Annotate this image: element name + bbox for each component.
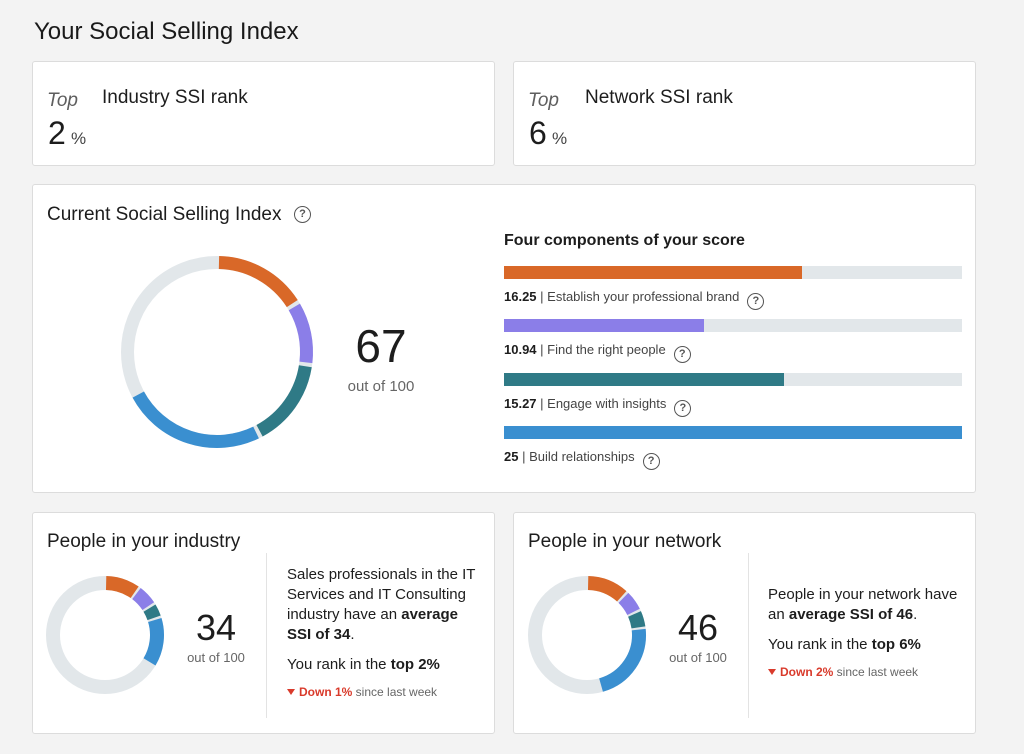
industry-rank-label: Industry SSI rank — [102, 87, 248, 108]
component-bar-fill — [504, 266, 802, 279]
industry-rank-card: Top Industry SSI rank 2 % — [32, 61, 495, 166]
donut-segment — [132, 588, 155, 611]
components-title: Four components of your score — [504, 232, 745, 249]
network-score: 46 — [677, 607, 719, 648]
donut-segment — [218, 256, 298, 308]
current-ssi-card: Current Social Selling Index ? 67 out of… — [32, 184, 976, 493]
down-arrow-icon — [287, 689, 295, 695]
industry-card: People in your industry 34 out of 100 Sa… — [32, 512, 495, 734]
component-label: 25 | Build relationships? — [504, 449, 660, 470]
component-bar-fill — [504, 319, 705, 332]
page-title: Your Social Selling Index — [34, 18, 299, 45]
industry-description: Sales professionals in the IT Services a… — [287, 566, 476, 643]
component-bar-track — [504, 319, 962, 332]
industry-score: 34 — [195, 607, 237, 648]
donut-segment — [618, 592, 640, 616]
component-bar-fill — [504, 426, 962, 439]
question-circle-icon[interactable]: ? — [642, 453, 660, 470]
industry-rank-value: 2 — [48, 115, 66, 151]
network-rank-value: 6 — [529, 115, 547, 151]
network-score-sub: out of 100 — [669, 650, 727, 665]
network-divider — [748, 553, 749, 718]
component-bar-track — [504, 266, 962, 279]
question-circle-icon[interactable]: ? — [747, 293, 765, 310]
industry-divider — [266, 553, 267, 718]
industry-trend: Down 1% since last week — [287, 685, 437, 699]
donut-segment — [143, 618, 164, 666]
donut-segment — [105, 576, 139, 599]
donut-segment — [256, 364, 312, 437]
component-bar-fill — [504, 373, 784, 386]
component-label: 16.25 | Establish your professional bran… — [504, 289, 765, 310]
ssi-score: 67 — [355, 320, 407, 372]
network-rank-card: Top Network SSI rank 6 % — [513, 61, 976, 166]
component-label: 15.27 | Engage with insights? — [504, 396, 692, 417]
component-bar-track — [504, 426, 962, 439]
question-circle-icon[interactable]: ? — [294, 206, 311, 223]
donut-segment — [628, 611, 646, 629]
network-rank-text: You rank in the top 6% — [768, 636, 921, 653]
component-label: 10.94 | Find the right people? — [504, 342, 691, 363]
donut-segment — [143, 604, 161, 621]
network-card: People in your network 46 out of 100 Peo… — [513, 512, 976, 734]
question-circle-icon[interactable]: ? — [674, 400, 692, 417]
network-trend: Down 2% since last week — [768, 665, 918, 679]
industry-score-sub: out of 100 — [187, 650, 245, 665]
network-rank-unit: % — [552, 129, 568, 148]
network-card-title: People in your network — [528, 531, 722, 552]
donut-segment — [587, 576, 627, 602]
industry-donut-chart — [46, 576, 164, 694]
network-description: People in your network have an average S… — [768, 586, 958, 623]
industry-rank-text: You rank in the top 2% — [287, 656, 440, 673]
industry-rank-unit: % — [71, 129, 87, 148]
network-rank-prefix: Top — [528, 90, 559, 111]
component-bar-track — [504, 373, 962, 386]
down-arrow-icon — [768, 669, 776, 675]
current-ssi-title: Current Social Selling Index — [47, 204, 282, 225]
donut-segment — [598, 628, 646, 692]
network-rank-label: Network SSI rank — [585, 87, 733, 108]
question-circle-icon[interactable]: ? — [673, 346, 691, 363]
network-donut-chart — [528, 576, 646, 694]
donut-segment — [288, 303, 313, 364]
industry-rank-prefix: Top — [47, 90, 78, 111]
ssi-score-sub: out of 100 — [347, 378, 415, 395]
donut-segment — [132, 391, 259, 448]
ssi-donut-chart — [121, 256, 313, 448]
industry-card-title: People in your industry — [47, 531, 241, 552]
